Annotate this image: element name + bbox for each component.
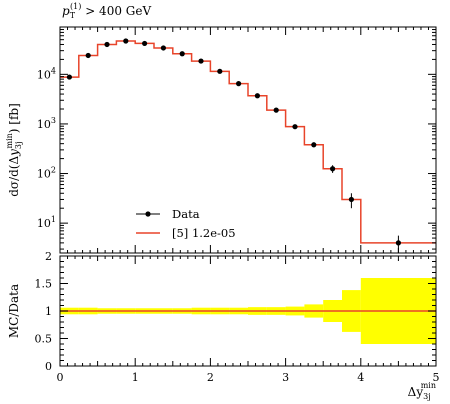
x-tick-label-3: 3 xyxy=(282,371,289,384)
data-point-13 xyxy=(311,142,317,148)
x-tick-label-2: 2 xyxy=(207,371,214,384)
data-point-12 xyxy=(292,124,298,130)
ratio-tick-label-4: 2 xyxy=(45,250,52,263)
ratio-axis-labels: 0 1 2 3 4 5 0 0.5 1 1.5 2 xyxy=(35,250,440,384)
selection-annotation: pT(1) > 400 GeV xyxy=(62,2,151,20)
data-point-14 xyxy=(330,166,336,172)
legend: Data [5] 1.2e-05 xyxy=(136,207,236,240)
data-point-8 xyxy=(217,68,223,74)
data-point-1 xyxy=(85,52,91,59)
data-point-9 xyxy=(236,81,242,87)
main-axis-labels: 101 102 103 104 xyxy=(37,66,56,230)
x-tick-label-4: 4 xyxy=(357,371,364,384)
main-ylabel: dσ/d(Δy3jmin) [fb] xyxy=(5,103,23,197)
data-point-10 xyxy=(254,93,260,99)
y-tick-label-3: 104 xyxy=(37,66,56,81)
ratio-panel-content xyxy=(60,278,436,344)
ratio-tick-label-1: 0.5 xyxy=(35,333,53,346)
legend-mc-label: [5] 1.2e-05 xyxy=(172,226,236,240)
xlabel: Δy3jmin xyxy=(408,381,436,401)
legend-data-marker xyxy=(145,211,151,217)
data-point-7 xyxy=(198,58,204,64)
ratio-tick-label-3: 1.5 xyxy=(35,278,53,291)
y-tick-label-1: 102 xyxy=(37,166,56,181)
main-axis-ticks xyxy=(59,26,437,253)
x-tick-label-0: 0 xyxy=(57,371,64,384)
data-point-2 xyxy=(104,41,110,48)
ratio-tick-label-0: 0 xyxy=(45,360,52,373)
data-point-6 xyxy=(179,51,185,57)
data-point-15 xyxy=(348,196,354,203)
y-tick-label-2: 103 xyxy=(37,116,56,131)
mc-histogram xyxy=(60,40,436,244)
data-point-5 xyxy=(160,45,166,51)
data-point-3 xyxy=(123,38,129,44)
data-point-4 xyxy=(142,40,148,47)
legend-data-label: Data xyxy=(172,207,200,221)
main-panel-frame xyxy=(59,26,437,254)
x-tick-label-1: 1 xyxy=(132,371,139,384)
main-panel-content xyxy=(60,38,436,253)
ratio-ylabel: MC/Data xyxy=(7,284,21,338)
data-point-0 xyxy=(66,74,72,80)
y-tick-label-0: 101 xyxy=(37,215,56,230)
data-point-11 xyxy=(273,107,279,113)
ratio-tick-label-2: 1 xyxy=(45,305,52,318)
ratio-panel-frame xyxy=(59,255,437,367)
data-point-16 xyxy=(395,240,401,246)
x-tick-label-5: 5 xyxy=(433,371,440,384)
